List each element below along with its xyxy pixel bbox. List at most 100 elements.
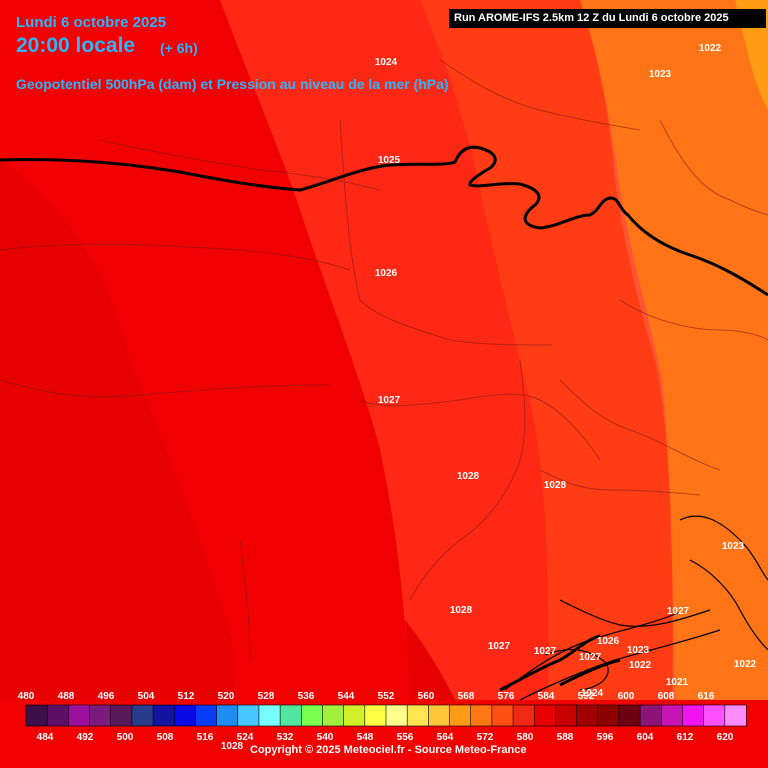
- legend-tick-label: 580: [516, 732, 534, 743]
- legend-tick-label: 480: [17, 691, 35, 702]
- legend-color-cell: [428, 704, 451, 727]
- band-bottom-red: [405, 620, 455, 700]
- isobar-label: 1025: [378, 155, 401, 166]
- legend-tick-label: 584: [537, 691, 555, 702]
- isobar-label: 1024: [581, 688, 604, 699]
- isobar-label: 1028: [221, 741, 244, 752]
- legend-color-cell: [555, 704, 578, 727]
- legend-tick-label: 508: [156, 732, 174, 743]
- legend-tick-label: 500: [116, 732, 134, 743]
- legend-color-cell: [724, 704, 747, 727]
- legend-color-cell: [533, 704, 557, 727]
- legend-tick-label: 520: [217, 691, 235, 702]
- legend-tick-label: 552: [377, 691, 395, 702]
- isobar-labels: 1022 1023 1024 1025 1026 1027 1027 1028 …: [221, 43, 757, 752]
- isobar-label: 1023: [722, 541, 745, 552]
- legend-color-cell: [343, 704, 366, 727]
- legend-tick-label: 612: [676, 732, 694, 743]
- legend-tick-label: 620: [716, 732, 734, 743]
- legend-color-cell: [660, 704, 684, 727]
- isobar-label: 1022: [734, 659, 757, 670]
- legend-tick-label: 600: [617, 691, 635, 702]
- legend-color-cell: [618, 704, 641, 727]
- legend-color-cell: [406, 704, 429, 727]
- legend-tick-label: 596: [596, 732, 614, 743]
- legend-top-labels: 480 488 496 504 512 520 528 536 544 552 560 568 576 5…: [0, 691, 768, 703]
- legend-tick-label: 512: [177, 691, 195, 702]
- isobar-label: 1024: [375, 57, 398, 68]
- isobar-label: 1027: [579, 652, 602, 663]
- legend-bottom-labels: 484 492 500 508 516 524 532 540 548 556 564 572 580 5…: [0, 732, 768, 744]
- legend-color-cell: [258, 704, 281, 727]
- legend-tick-label: 492: [76, 732, 94, 743]
- legend-color-cell: [25, 704, 48, 727]
- legend-tick-label: 540: [316, 732, 334, 743]
- legend-color-cell: [216, 704, 239, 727]
- legend-color-cell: [703, 704, 726, 727]
- isobar-label: 1022: [699, 43, 722, 54]
- legend-color-cell: [322, 704, 345, 727]
- legend-color-cell: [597, 704, 620, 727]
- forecast-time: 20:00 locale: [16, 34, 136, 57]
- isobar-label: 1022: [629, 660, 652, 671]
- isobar-label: 1023: [649, 69, 672, 80]
- legend-tick-label: 532: [276, 732, 294, 743]
- border-lines: [0, 59, 768, 661]
- isobar-label: 1023: [627, 645, 650, 656]
- legend-tick-label: 572: [476, 732, 494, 743]
- forecast-offset: (+ 6h): [160, 40, 198, 56]
- legend-tick-label: 504: [137, 691, 155, 702]
- legend-color-cell: [449, 704, 472, 727]
- legend-tick-label: 544: [337, 691, 355, 702]
- legend-color-cell: [195, 704, 218, 727]
- isobar-1025-line: [0, 145, 768, 297]
- legend-tick-label: 616: [697, 691, 715, 702]
- legend-color-cell: [46, 704, 69, 727]
- legend-color-cell: [237, 704, 260, 727]
- legend-tick-label: 604: [636, 732, 654, 743]
- run-info-banner: Run AROME-IFS 2.5km 12 Z du Lundi 6 octo…: [449, 9, 766, 28]
- legend-color-cell: [364, 704, 387, 727]
- legend-tick-label: 484: [36, 732, 54, 743]
- chart-subtitle: Geopotentiel 500hPa (dam) et Pression au…: [16, 76, 449, 92]
- copyright-text: Copyright © 2025 Meteociel.fr - Source M…: [250, 744, 527, 756]
- legend-tick-label: 556: [396, 732, 414, 743]
- legend-color-cell: [89, 704, 112, 727]
- legend-tick-label: 548: [356, 732, 374, 743]
- legend-tick-label: 592: [577, 691, 595, 702]
- isobar-label: 1027: [667, 606, 690, 617]
- isobar-label: 1028: [544, 480, 567, 491]
- legend-color-cell: [639, 704, 662, 727]
- isobar-label: 1028: [450, 605, 473, 616]
- isobar-label: 1027: [488, 641, 511, 652]
- legend-color-cell: [385, 704, 408, 727]
- legend-color-cell: [300, 704, 324, 727]
- legend-tick-label: 524: [236, 732, 254, 743]
- legend-tick-label: 528: [257, 691, 275, 702]
- legend-tick-label: 516: [196, 732, 214, 743]
- legend-tick-label: 488: [57, 691, 75, 702]
- legend-color-cell: [491, 704, 514, 727]
- legend-color-cell: [279, 704, 302, 727]
- legend-color-cell: [131, 704, 154, 727]
- isobar-label: 1026: [375, 268, 398, 279]
- legend-color-cell: [68, 704, 91, 727]
- legend-color-cell: [470, 704, 493, 727]
- isobar-label: 1021: [666, 677, 689, 688]
- band-572-576: [0, 160, 236, 700]
- isobar-label: 1026: [597, 636, 620, 647]
- legend-tick-label: 496: [97, 691, 115, 702]
- isobar-label: 1028: [457, 471, 480, 482]
- legend-tick-label: 536: [297, 691, 315, 702]
- isobar-label: 1027: [378, 395, 401, 406]
- legend-tick-label: 568: [457, 691, 475, 702]
- legend-color-cell: [173, 704, 197, 727]
- legend-tick-label: 560: [417, 691, 435, 702]
- legend-color-cell: [576, 704, 599, 727]
- legend-tick-label: 608: [657, 691, 675, 702]
- legend-tick-label: 564: [436, 732, 454, 743]
- legend-color-cell: [512, 704, 535, 727]
- legend-color-cell: [152, 704, 175, 727]
- legend-color-cell: [110, 704, 133, 727]
